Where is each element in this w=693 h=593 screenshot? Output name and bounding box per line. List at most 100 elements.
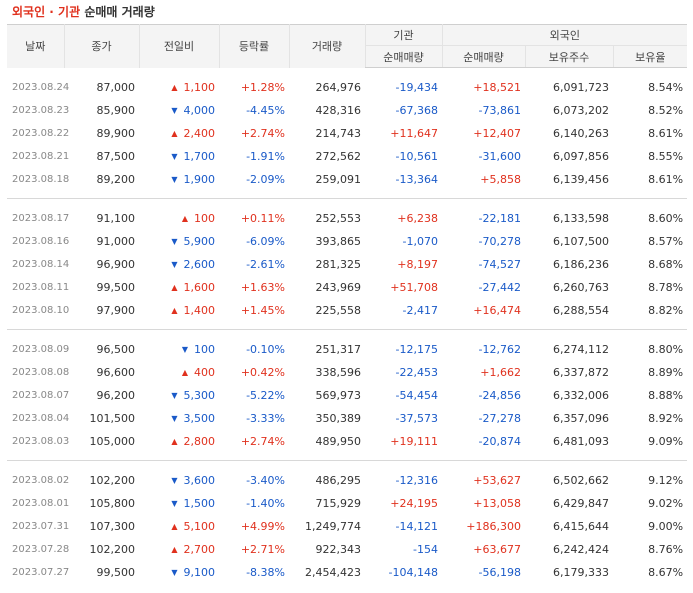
cell-change: ▲ 400: [139, 361, 219, 384]
investor-trading-table: 날짜 종가 전일비 등락률 거래량 기관 외국인 순매매량 순매매량 보유주수 …: [7, 24, 688, 592]
change-value: 1,600: [183, 280, 216, 294]
cell-inst-net: +8,197: [397, 257, 438, 271]
cell-holdings: 6,242,424: [553, 542, 609, 556]
triangle-down-icon: ▼: [171, 236, 178, 246]
cell-frn-net: -70,278: [478, 234, 521, 248]
cell-inst-net: -1,070: [402, 234, 438, 248]
cell-date: 2023.08.01: [12, 497, 70, 509]
cell-inst-net: -2,417: [402, 303, 438, 317]
cell-rate: -1.40%: [246, 496, 285, 510]
cell-close: 91,100: [96, 211, 136, 225]
cell-frn-net: -27,278: [478, 411, 521, 425]
cell-hold-rate: 8.89%: [648, 365, 684, 379]
change-value: 1,400: [183, 303, 216, 317]
cell-rate: -2.09%: [246, 172, 285, 186]
triangle-up-icon: ▲: [171, 305, 178, 315]
cell-holdings: 6,502,662: [553, 473, 609, 487]
cell-rate: -3.40%: [246, 473, 285, 487]
cell-date: 2023.08.11: [12, 281, 70, 293]
cell-close: 99,500: [96, 565, 136, 579]
group-spacer: [7, 68, 687, 76]
cell-date: 2023.08.18: [12, 173, 70, 185]
cell-holdings: 6,274,112: [553, 342, 609, 356]
header-volume: 거래량: [288, 24, 365, 68]
cell-volume: 428,316: [315, 103, 362, 117]
change-value: 2,700: [183, 542, 216, 556]
cell-change: ▼ 2,600: [139, 253, 219, 276]
cell-rate: +2.74%: [240, 126, 285, 140]
cell-change: ▼ 5,300: [139, 384, 219, 407]
cell-hold-rate: 8.82%: [648, 303, 684, 317]
cell-date: 2023.08.24: [12, 81, 70, 93]
table-row: 2023.08.07 96,200 ▼ 5,300 -5.22% 569,973 -54,4…: [7, 384, 687, 407]
cell-frn-net: -22,181: [478, 211, 521, 225]
title-rest: 순매매 거래량: [84, 5, 155, 19]
cell-inst-net: -14,121: [395, 519, 438, 533]
cell-inst-net: -19,434: [395, 80, 438, 94]
table-row: 2023.08.23 85,900 ▼ 4,000 -4.45% 428,316 -67,3…: [7, 99, 687, 122]
change-value: 1,500: [183, 496, 216, 510]
cell-date: 2023.07.27: [12, 566, 70, 578]
cell-frn-net: -24,856: [478, 388, 521, 402]
cell-rate: +0.11%: [240, 211, 285, 225]
triangle-down-icon: ▼: [171, 105, 178, 115]
triangle-up-icon: ▲: [171, 128, 178, 138]
cell-change: ▲ 1,400: [139, 299, 219, 322]
change-value: 3,500: [183, 411, 216, 425]
group-spacer: [7, 461, 687, 469]
cell-change: ▼ 1,900: [139, 168, 219, 191]
change-value: 400: [194, 365, 215, 379]
cell-holdings: 6,332,006: [553, 388, 609, 402]
cell-hold-rate: 9.00%: [648, 519, 684, 533]
cell-close: 91,000: [96, 234, 136, 248]
change-value: 4,000: [183, 103, 216, 117]
table-row: 2023.08.04 101,500 ▼ 3,500 -3.33% 350,389 -37,…: [7, 407, 687, 430]
change-value: 100: [194, 342, 215, 356]
change-value: 3,600: [183, 473, 216, 487]
cell-volume: 272,562: [315, 149, 362, 163]
cell-close: 89,200: [96, 172, 136, 186]
triangle-up-icon: ▲: [171, 82, 178, 92]
group-spacer: [7, 199, 687, 207]
cell-holdings: 6,179,333: [553, 565, 609, 579]
cell-date: 2023.08.14: [12, 258, 70, 270]
cell-holdings: 6,357,096: [553, 411, 609, 425]
cell-hold-rate: 9.09%: [648, 434, 684, 448]
header-inst-net: 순매매량: [364, 45, 442, 68]
change-value: 2,400: [183, 126, 216, 140]
cell-rate: +2.74%: [240, 434, 285, 448]
group-divider: [7, 452, 688, 461]
table-row: 2023.08.16 91,000 ▼ 5,900 -6.09% 393,865 -1,07…: [7, 230, 687, 253]
change-value: 5,300: [183, 388, 216, 402]
cell-frn-net: +186,300: [466, 519, 521, 533]
cell-frn-net: -12,762: [478, 342, 521, 356]
change-value: 100: [194, 211, 215, 225]
cell-hold-rate: 9.02%: [648, 496, 684, 510]
triangle-down-icon: ▼: [171, 413, 178, 423]
table-row: 2023.08.22 89,900 ▲ 2,400 +2.74% 214,743 +11,6…: [7, 122, 687, 145]
change-value: 9,100: [183, 565, 216, 579]
table-row: 2023.08.09 96,500 ▼ 100 -0.10% 251,317 -12,175…: [7, 338, 687, 361]
cell-rate: -2.61%: [246, 257, 285, 271]
change-value: 1,100: [183, 80, 216, 94]
cell-change: ▼ 4,000: [139, 99, 219, 122]
cell-inst-net: +51,708: [390, 280, 438, 294]
table-body: 2023.08.24 87,000 ▲ 1,100 +1.28% 264,976 -19,4…: [7, 68, 688, 592]
cell-rate: +4.99%: [240, 519, 285, 533]
cell-inst-net: -12,175: [395, 342, 438, 356]
table-row: 2023.07.28 102,200 ▲ 2,700 +2.71% 922,343 -154…: [7, 538, 687, 561]
cell-date: 2023.08.21: [12, 150, 70, 162]
change-value: 5,900: [183, 234, 216, 248]
cell-date: 2023.08.07: [12, 389, 70, 401]
cell-close: 85,900: [96, 103, 136, 117]
cell-date: 2023.08.04: [12, 412, 70, 424]
triangle-down-icon: ▼: [181, 344, 188, 354]
cell-holdings: 6,107,500: [553, 234, 609, 248]
cell-volume: 264,976: [315, 80, 362, 94]
cell-hold-rate: 8.52%: [648, 103, 684, 117]
cell-inst-net: -12,316: [395, 473, 438, 487]
cell-frn-net: +18,521: [473, 80, 521, 94]
cell-volume: 259,091: [315, 172, 362, 186]
triangle-down-icon: ▼: [171, 475, 178, 485]
cell-frn-net: -31,600: [478, 149, 521, 163]
